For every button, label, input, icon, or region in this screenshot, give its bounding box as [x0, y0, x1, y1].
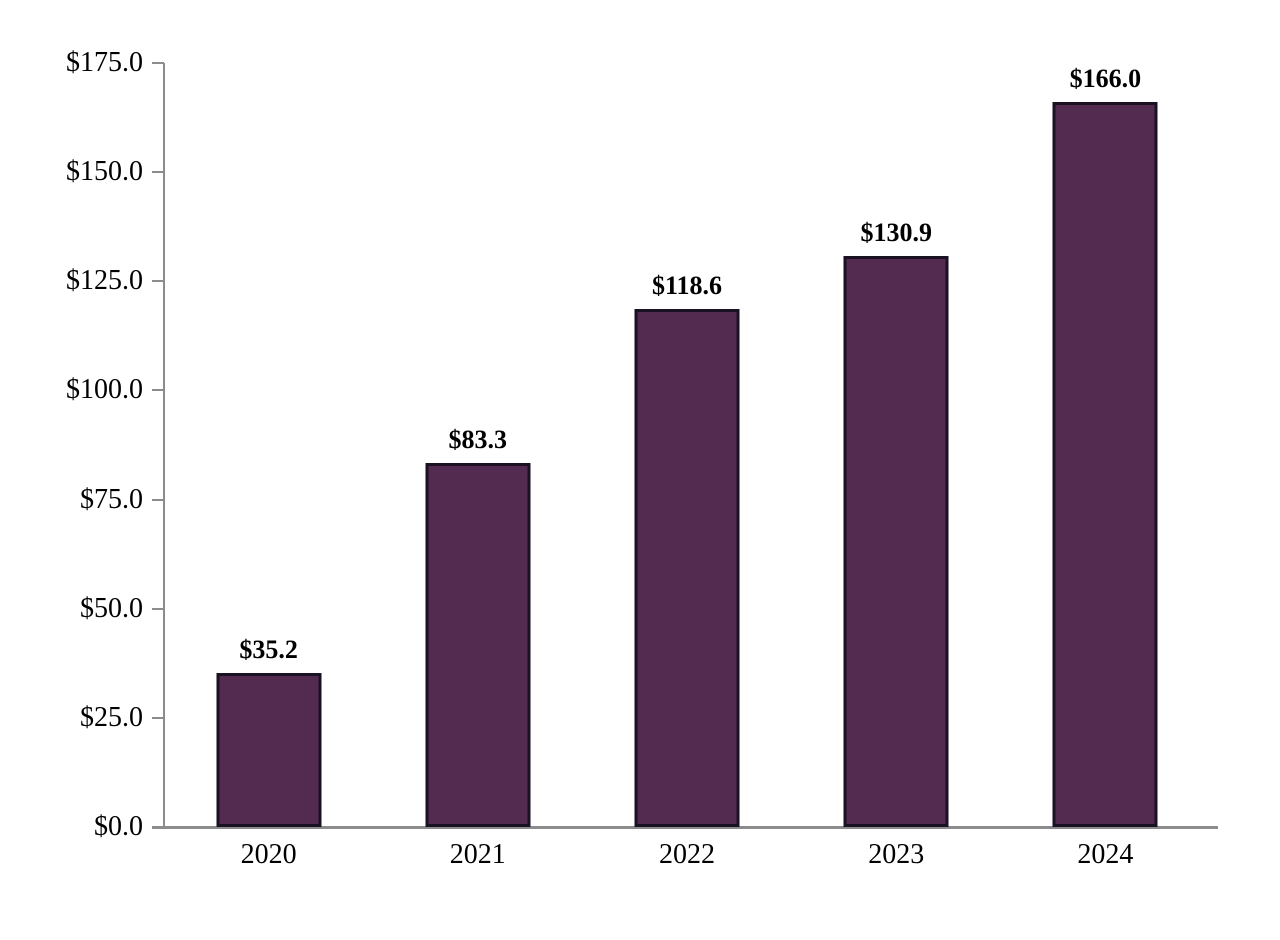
data-label-2022: $118.6 [651, 271, 723, 301]
data-label-2023: $130.9 [860, 217, 932, 247]
data-label-2024: $166.0 [1069, 64, 1142, 94]
bar-2022 [634, 309, 740, 827]
data-label-2021: $83.3 [448, 425, 508, 455]
x-tick-label-2022: 2022 [658, 839, 715, 870]
y-axis-line [163, 63, 165, 827]
y-tick-label-75: $75.0 [80, 483, 143, 515]
data-label-2020: $35.2 [239, 635, 298, 665]
category-2021: $83.3 2021 [373, 63, 582, 870]
y-tick-label-25: $25.0 [80, 701, 143, 733]
bar-2020 [216, 673, 322, 827]
plot-area: $35.2 2020 $83.3 2021 $118.6 2022 $130.9 2023 $1… [164, 63, 1210, 870]
y-tick-label-175: $175.0 [66, 47, 143, 78]
category-2023: $130.9 2023 [792, 63, 1001, 870]
x-tick-label-2024: 2024 [1077, 839, 1134, 870]
x-axis-line [152, 826, 1218, 829]
bar-2024 [1052, 102, 1158, 827]
category-2020: $35.2 2020 [164, 63, 373, 870]
x-tick-label-2021: 2021 [449, 839, 506, 870]
y-tick-label-0: $0.0 [94, 811, 143, 842]
bar-2021 [425, 463, 531, 827]
y-tick-label-100: $100.0 [66, 374, 143, 406]
x-tick-label-2020: 2020 [240, 839, 297, 870]
y-tick-label-125: $125.0 [66, 265, 143, 297]
x-tick-label-2023: 2023 [868, 839, 925, 870]
category-2022: $118.6 2022 [582, 63, 791, 870]
y-tick-label-50: $50.0 [80, 592, 143, 624]
bar-2023 [843, 255, 949, 827]
category-2024: $166.0 2024 [1001, 63, 1210, 870]
y-tick-label-150: $150.0 [66, 156, 143, 188]
